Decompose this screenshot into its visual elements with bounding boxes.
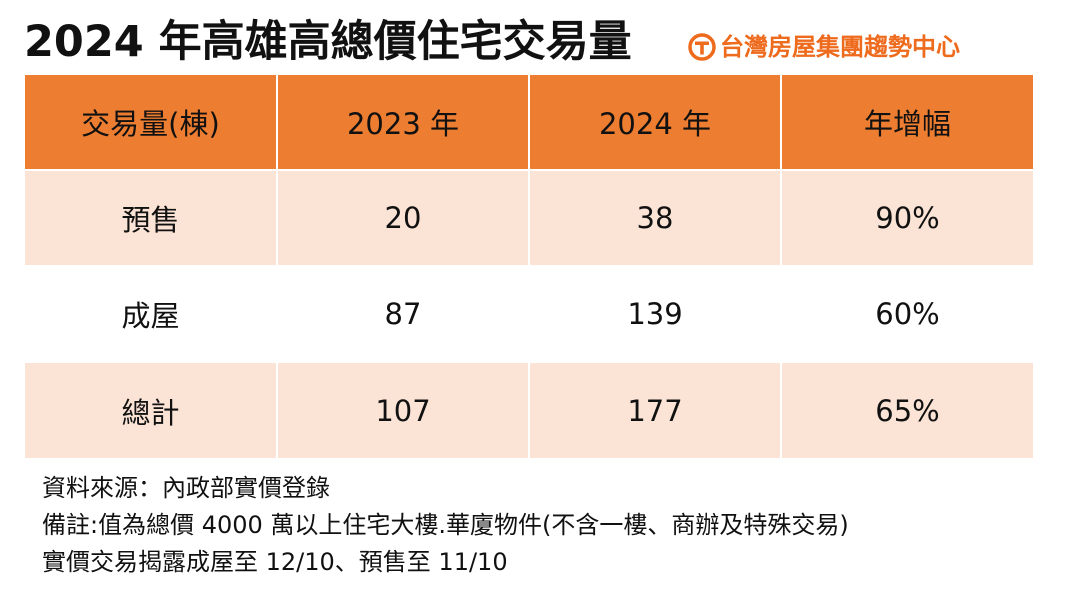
disclosure-note: 實價交易揭露成屋至 12/10、預售至 11/10 [42,548,508,576]
row-label: 預售 [25,170,278,266]
table-header-row: 交易量(棟) 2023 年 2024 年 年增幅 [25,75,1033,170]
header-2024: 2024 年 [528,75,782,170]
brand-name: 台灣房屋集團趨勢中心 [720,33,960,61]
cell-2023: 87 [276,266,530,362]
taiwan-realty-logo-icon [688,33,716,61]
footnotes: 資料來源：內政部實價登錄 備註:值為總價 4000 萬以上住宅大樓.華廈物件(不… [42,470,849,581]
source-note: 資料來源：內政部實價登錄 [42,474,330,502]
cell-2024: 139 [528,266,782,362]
table-row: 成屋 87 139 60% [25,266,1033,362]
cell-growth: 65% [780,362,1033,458]
row-label: 總計 [25,362,278,458]
cell-2023: 20 [276,170,530,266]
cell-2023: 107 [276,362,530,458]
table-row: 預售 20 38 90% [25,170,1033,266]
header-2023: 2023 年 [276,75,530,170]
transaction-table: 交易量(棟) 2023 年 2024 年 年增幅 預售 20 38 90% 成屋… [25,75,1033,458]
cell-2024: 38 [528,170,782,266]
row-label: 成屋 [25,266,278,362]
cell-growth: 90% [780,170,1033,266]
page-title: 2024 年高雄高總價住宅交易量 [24,17,632,67]
cell-growth: 60% [780,266,1033,362]
brand: 台灣房屋集團趨勢中心 [688,30,960,64]
table-row: 總計 107 177 65% [25,362,1033,458]
cell-2024: 177 [528,362,782,458]
remark-note: 備註:值為總價 4000 萬以上住宅大樓.華廈物件(不含一樓、商辦及特殊交易) [42,511,849,539]
header-volume-unit: 交易量(棟) [25,75,278,170]
header-yoy-growth: 年增幅 [780,75,1033,170]
